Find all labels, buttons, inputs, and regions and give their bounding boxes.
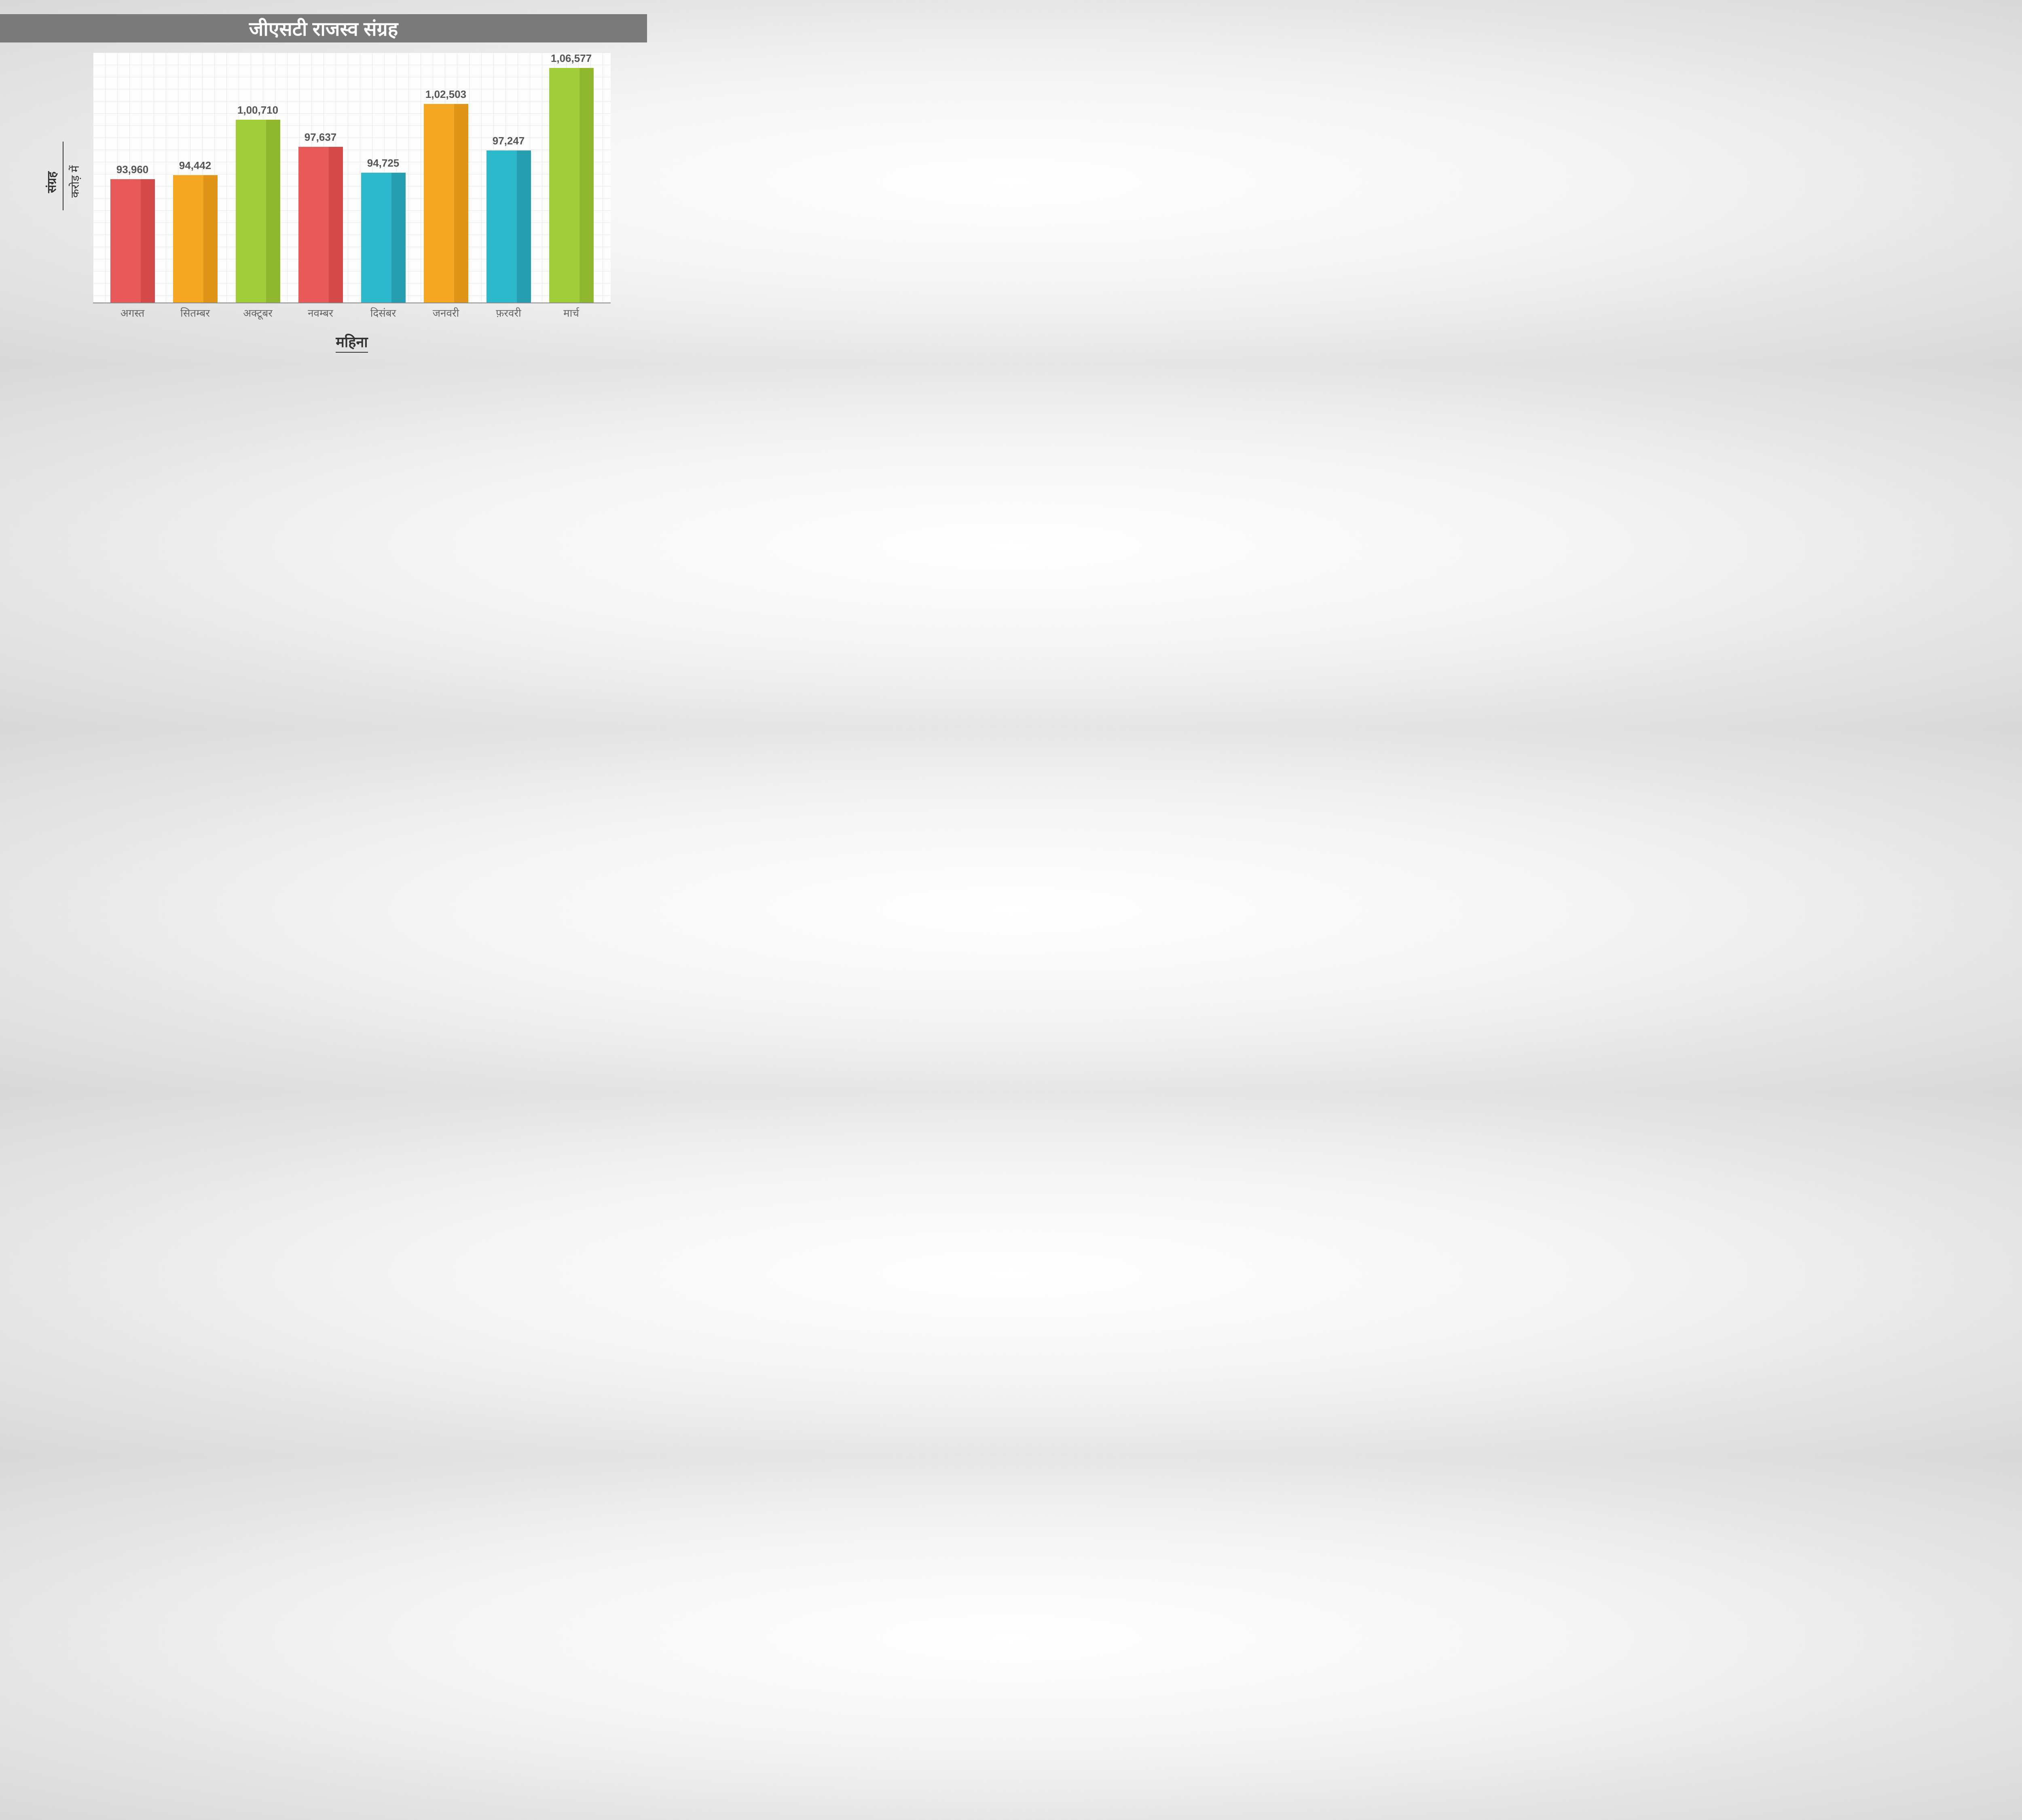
title-bar: जीएसटी राजस्व संग्रह [0, 14, 647, 42]
bar-value-label: 1,06,577 [551, 52, 592, 65]
x-axis-label: अगस्त [104, 305, 161, 320]
bar [173, 175, 218, 303]
bar [361, 173, 406, 303]
x-axis-label: सितम्बर [167, 305, 224, 320]
bar-value-label: 97,637 [305, 131, 337, 144]
x-axis-label: दिसंबर [355, 305, 412, 320]
y-axis-subtitle: करोड़ में [67, 165, 82, 198]
bar-group: 97,637 [292, 131, 349, 303]
chart-area: 93,960 94,442 1,00,710 97,637 94,725 1,02,503… [93, 53, 611, 303]
bar [549, 68, 594, 303]
bar [110, 179, 155, 303]
x-axis-label: फ़रवरी [480, 305, 537, 320]
bar-group: 1,02,503 [418, 88, 474, 303]
x-axis-label: अक्टूबर [230, 305, 286, 320]
y-axis-title: संग्रह [43, 171, 59, 193]
bars-container: 93,960 94,442 1,00,710 97,637 94,725 1,02,503… [93, 53, 611, 303]
bar-value-label: 1,00,710 [237, 104, 278, 116]
bar-group: 93,960 [104, 163, 161, 303]
bar-value-label: 1,02,503 [425, 88, 466, 101]
chart-title: जीएसटी राजस्व संग्रह [249, 15, 398, 42]
bar-group: 1,00,710 [230, 104, 286, 303]
bar [486, 150, 531, 303]
bar-value-label: 94,442 [179, 159, 212, 172]
bar-value-label: 93,960 [116, 163, 149, 176]
bar [236, 120, 280, 303]
bar-group: 1,06,577 [543, 52, 600, 303]
x-axis-label: जनवरी [418, 305, 474, 320]
bar [298, 147, 343, 303]
x-axis-title: महिना [93, 332, 611, 351]
bar-value-label: 97,247 [493, 135, 525, 147]
x-axis-labels: अगस्त सितम्बर अक्टूबर नवम्बर दिसंबर जनवरी फ़रव… [93, 305, 611, 320]
bar-group: 97,247 [480, 135, 537, 303]
bar-group: 94,442 [167, 159, 224, 303]
bar [424, 104, 468, 303]
x-axis-label: मार्च [543, 305, 600, 320]
bar-group: 94,725 [355, 157, 412, 303]
x-axis-label: नवम्बर [292, 305, 349, 320]
bar-value-label: 94,725 [367, 157, 400, 169]
